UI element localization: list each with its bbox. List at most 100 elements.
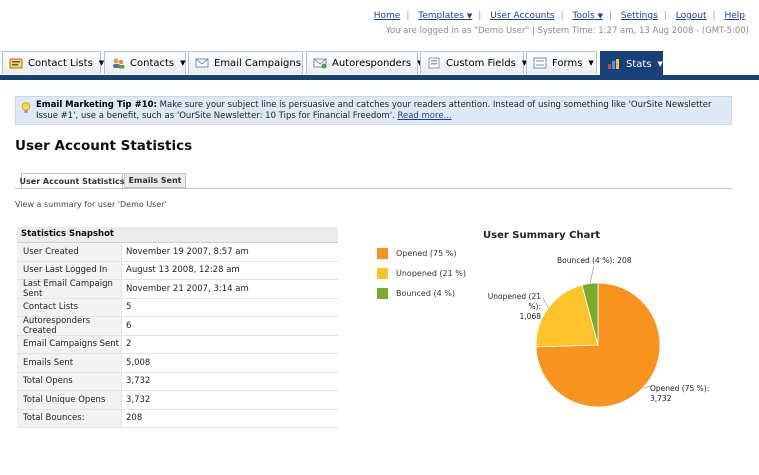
read-more-link[interactable]: Read more... [397,111,452,121]
contact-lists-icon [9,57,23,69]
table-row: Emails Sent 5,008 [17,354,338,373]
legend-swatch [377,287,388,299]
row-value: 6 [126,320,132,331]
chart-title: User Summary Chart [483,230,601,241]
stats-icon [607,58,621,70]
templates-label: Templates [418,11,464,21]
tab-emails-sent[interactable]: Emails Sent [124,173,186,188]
tip-text: Make sure your subject line is persuasiv… [36,100,712,121]
page-title: User Account Statistics [15,138,193,154]
label-value: 1,068 [519,312,541,321]
table-row: Contact Lists 5 [17,298,338,317]
row-value: 2 [126,339,132,350]
legend-label: Bounced (4 %) [396,288,455,298]
tab-label: Email Campaigns [214,57,301,69]
tab-forms[interactable]: Forms ▼ [526,51,597,74]
tab-autoresponders[interactable]: Autoresponders ▼ [306,51,423,74]
tab-label: Autoresponders [332,57,412,69]
row-label: Email Campaigns Sent [17,335,122,353]
user-accounts-link[interactable]: User Accounts [490,11,555,21]
contacts-icon [111,57,125,69]
chevron-down-icon: ▼ [98,59,105,67]
tab-label: Contact Lists [28,57,93,69]
row-label: User Last Logged In [17,261,122,279]
forms-icon [533,57,547,69]
row-label: Total Opens [17,372,122,390]
table-row: Email Campaigns Sent 2 [17,335,338,354]
legend-swatch [377,267,388,279]
table-row: Last Email Campaign Sent November 21 2007… [17,279,338,299]
chevron-down-icon: ▼ [657,60,663,68]
tools-link[interactable]: Tools ▼ [573,11,603,21]
pie-slice-unopened [535,284,599,348]
tab-contact-lists[interactable]: Contact Lists ▼ [2,51,105,74]
leader-line-bounced [589,265,595,284]
chevron-down-icon: ▼ [588,59,594,67]
snapshot-heading: Statistics Snapshot [17,227,338,243]
statistics-snapshot-table: Statistics Snapshot User Created November… [17,227,338,428]
chevron-down-icon: ▼ [466,12,473,20]
help-link[interactable]: Help [724,11,745,21]
table-row: User Last Logged In August 13 2008, 12:28… [17,261,338,280]
legend-label: Opened (75 %) [396,248,457,258]
email-marketing-tip: Email Marketing Tip #10: Make sure your … [15,96,732,125]
tab-custom-fields[interactable]: Custom Fields ▼ [420,51,528,74]
slice-label-bounced: Bounced (4 %): 208 [557,256,631,266]
row-value: 208 [126,413,143,424]
row-label: Total Unique Opens [17,391,122,409]
table-row: Autoresponders Created 6 [17,316,338,336]
row-label: Contact Lists [17,298,122,316]
row-label: Autoresponders Created [17,316,122,336]
chart-legend: Opened (75 %) Unopened (21 %) Bounced (4… [377,243,466,303]
templates-link[interactable]: Templates ▼ [418,11,472,21]
label-text: Opened (75 %): [650,384,710,393]
tab-label: Forms [552,57,583,69]
autoresponder-icon [313,57,327,69]
sub-tab-divider [15,188,732,189]
tab-label: Contacts [130,57,175,69]
row-value: 3,732 [126,394,151,405]
tools-label: Tools [572,11,595,21]
chevron-down-icon: ▼ [180,59,186,67]
lightbulb-icon [21,102,31,118]
settings-link[interactable]: Settings [620,11,658,21]
row-value: 5,008 [126,357,151,368]
logout-link[interactable]: Logout [675,11,707,21]
top-links: Home | Templates ▼ | User Accounts | Tools … [373,11,745,21]
row-value: August 13 2008, 12:28 am [126,265,240,276]
legend-item-opened: Opened (75 %) [377,243,466,263]
summary-text: View a summary for user 'Demo User' [15,200,167,209]
table-row: Total Unique Opens 3,732 [17,391,338,410]
leader-line-opened [642,385,653,389]
label-value: 3,732 [650,394,672,403]
login-status: You are logged in as "Demo User" | Syste… [385,26,749,36]
row-value: 5 [126,302,132,313]
row-label: Last Email Campaign Sent [17,279,122,299]
tip-heading: Email Marketing Tip #10: [36,100,157,110]
table-row: User Created November 19 2007, 8:57 am [17,243,338,262]
chevron-down-icon: ▼ [417,59,422,67]
row-value: 3,732 [126,376,151,387]
legend-swatch [377,247,388,259]
custom-fields-icon [427,57,441,69]
leader-line-unopened [542,297,549,309]
row-value: November 21 2007, 3:14 am [126,283,249,294]
row-label: Total Bounces: [17,409,122,427]
email-icon [195,57,209,69]
tab-stats[interactable]: Stats ▼ [600,51,663,76]
legend-item-unopened: Unopened (21 %) [377,263,466,283]
tab-label: Stats [626,58,652,70]
table-row: Total Opens 3,732 [17,372,338,391]
tab-email-campaigns[interactable]: Email Campaigns▼ [188,51,312,74]
row-value: November 19 2007, 8:57 am [126,246,249,257]
label-text: Unopened (21 %): [487,292,541,311]
home-link[interactable]: Home [373,11,401,21]
table-row: Total Bounces: 208 [17,409,338,428]
slice-label-unopened: Unopened (21 %): 1,068 [478,292,541,322]
legend-item-bounced: Bounced (4 %) [377,283,466,303]
chevron-down-icon: ▼ [521,59,528,67]
row-label: User Created [17,243,122,261]
tab-contacts[interactable]: Contacts ▼ [104,51,186,74]
row-label: Emails Sent [17,354,122,372]
